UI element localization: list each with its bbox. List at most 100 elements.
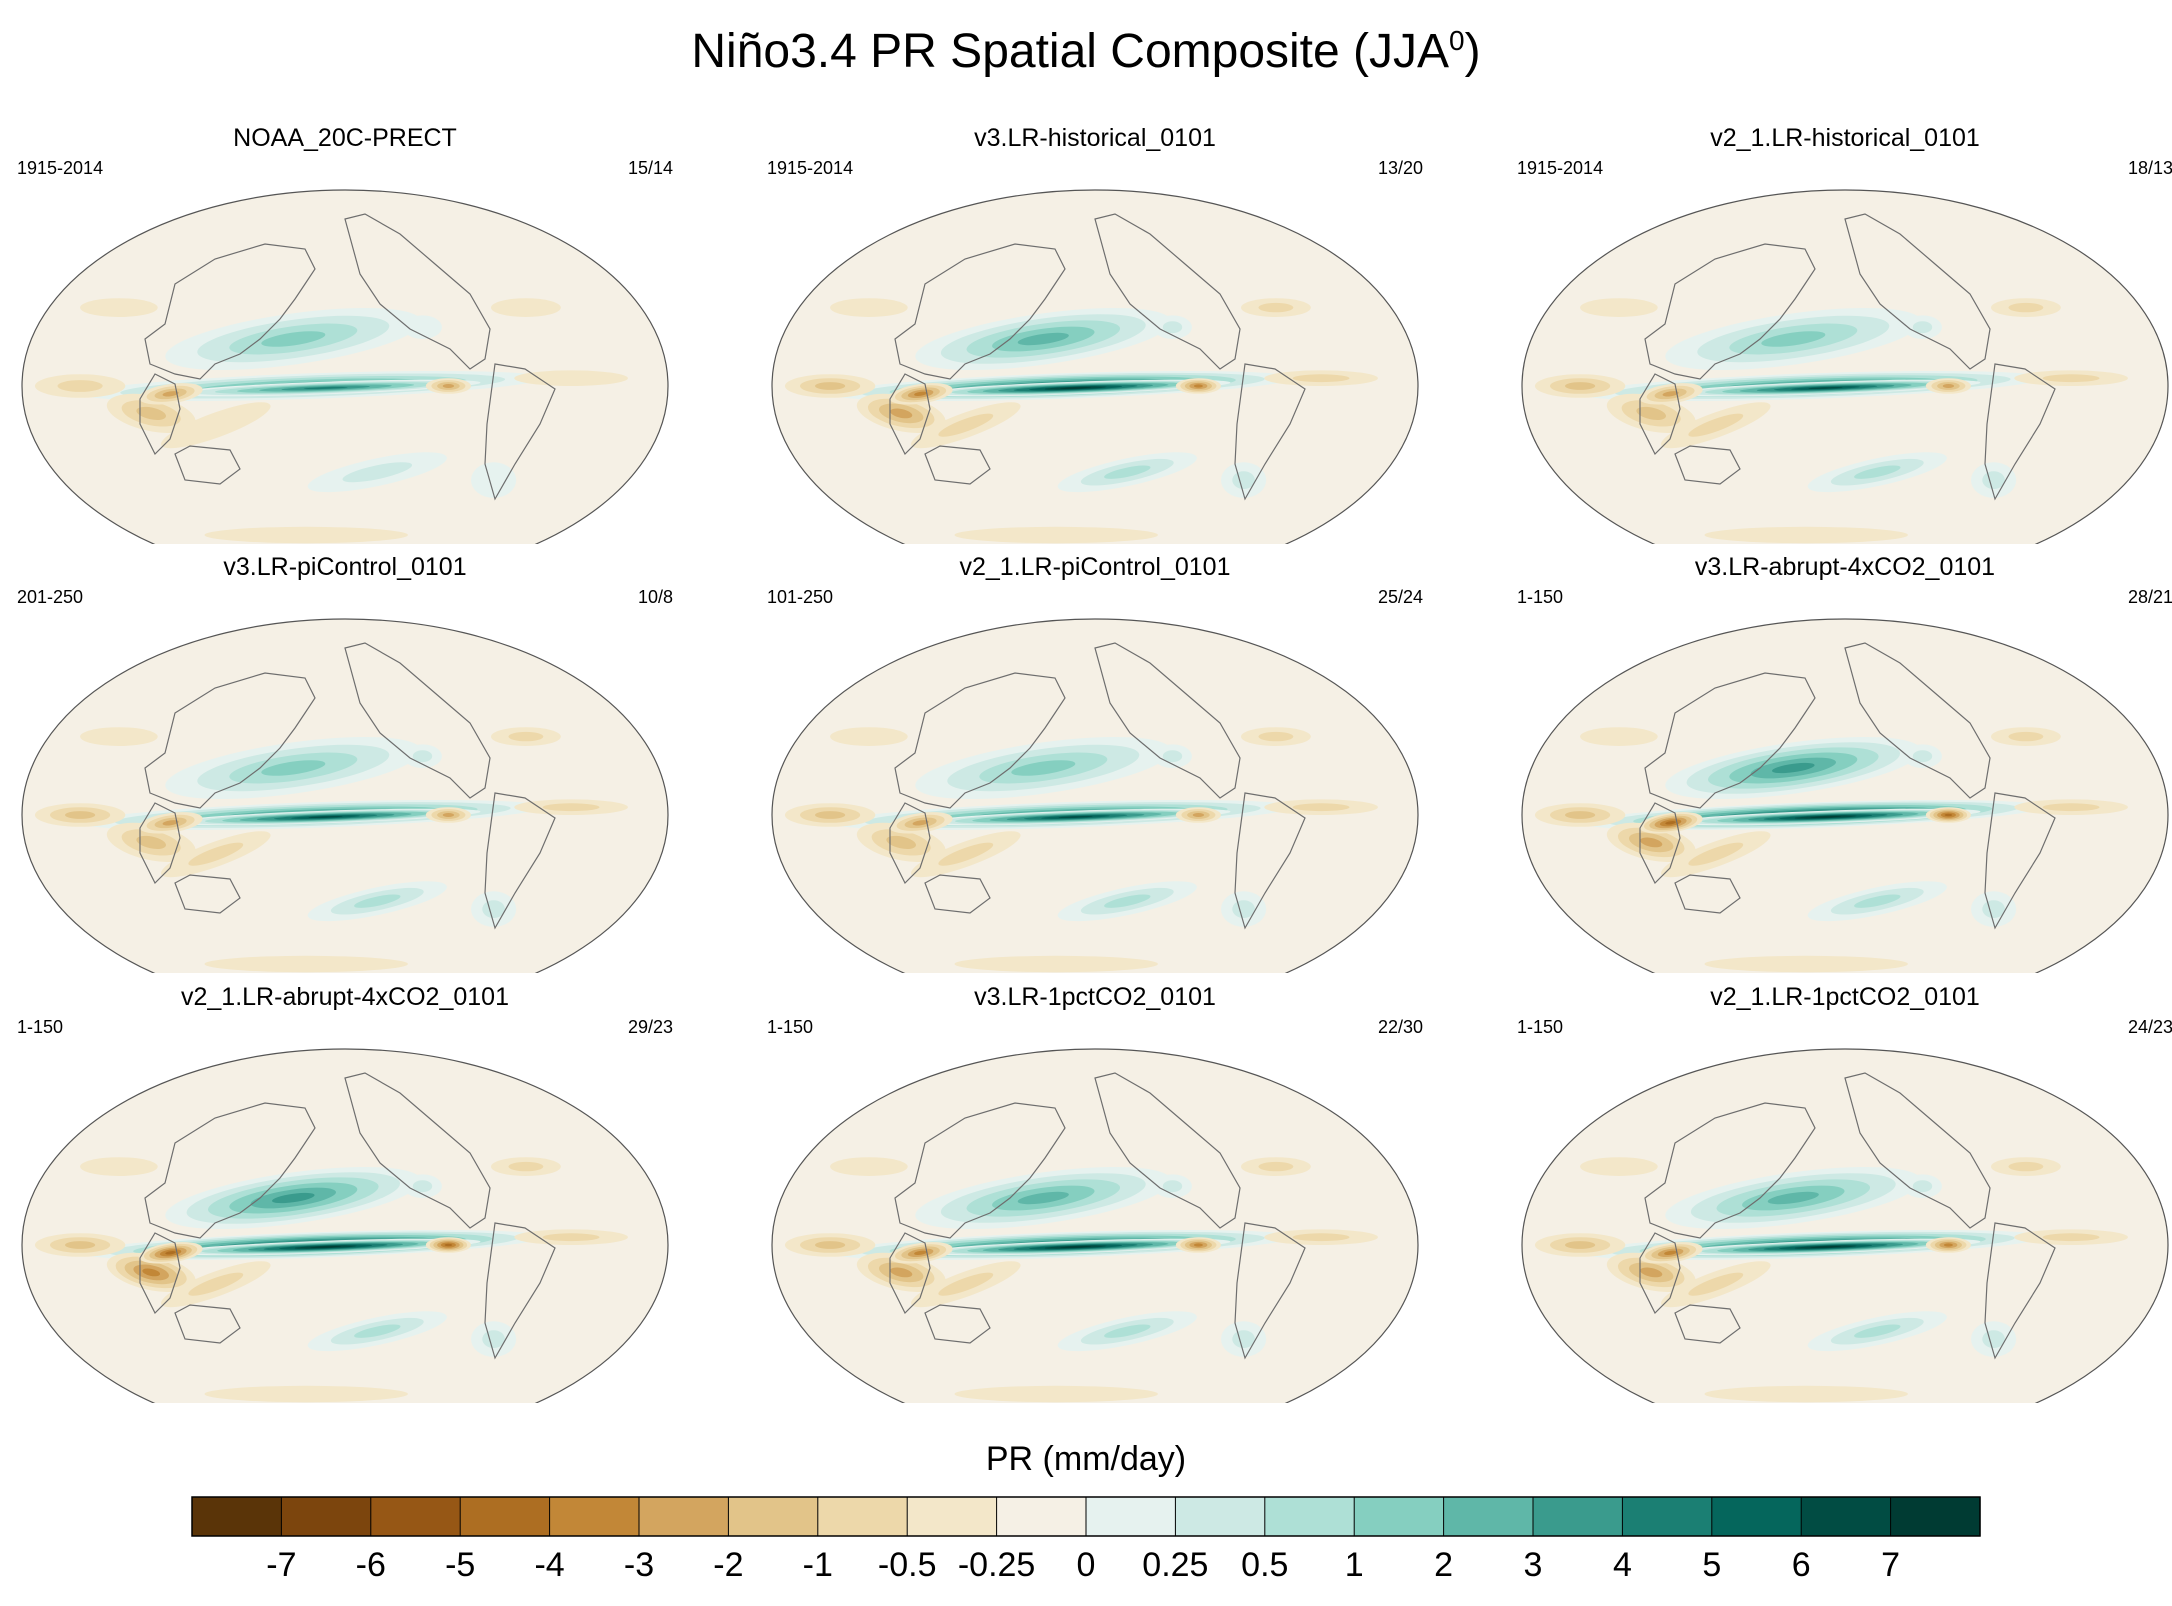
anomaly-contour (303, 386, 348, 390)
map-panel: v3.LR-abrupt-4xCO2_0101 1-150 28/21 (1515, 553, 2172, 973)
coastline (924, 1304, 991, 1344)
colorbar-tick-label: 4 (1613, 1546, 1632, 1584)
coastline (1639, 1232, 1681, 1315)
colorbar-box (1354, 1497, 1445, 1536)
anomaly-contour (310, 1246, 342, 1248)
coastline (889, 1232, 931, 1315)
anomaly-contour (912, 820, 929, 826)
map-plot (771, 189, 1419, 544)
colorbar-box (1801, 1497, 1892, 1536)
coastline (344, 642, 491, 799)
anomaly-contour (204, 526, 408, 544)
anomaly-contour (272, 1192, 315, 1204)
colorbar-tick-label: 2 (1434, 1546, 1453, 1584)
panel-title: v3.LR-piControl_0101 (223, 553, 467, 581)
colorbar-tick-label: -3 (624, 1546, 654, 1584)
panel-event-counts: 29/23 (627, 1017, 673, 1037)
coastline (1644, 1102, 1816, 1239)
anomaly-contour (542, 803, 600, 812)
anomaly-contour (1292, 1233, 1350, 1242)
anomaly-contour (1565, 1241, 1596, 1249)
anomaly-contour (830, 1157, 908, 1176)
map-border (21, 618, 669, 973)
anomaly-contour (1761, 331, 1826, 347)
anomaly-contour (403, 315, 442, 339)
colorbar-tick-label: -6 (356, 1546, 386, 1584)
panel-years: 1915-2014 (767, 158, 854, 178)
panel-event-counts: 15/14 (627, 158, 673, 178)
coastline (484, 792, 556, 930)
anomaly-contour (886, 835, 917, 849)
anomaly-contour (442, 813, 455, 817)
map-panel: v2_1.LR-1pctCO2_0101 1-150 24/23 (1515, 983, 2172, 1403)
anomaly-contour (136, 406, 167, 420)
colorbar-tick-label: 0.5 (1241, 1546, 1288, 1584)
anomaly-contour (1704, 526, 1908, 544)
coastline (1094, 213, 1241, 370)
colorbar-box (1711, 1497, 1802, 1536)
coastline (144, 1102, 316, 1239)
coastline (139, 802, 181, 885)
anomaly-contour (188, 1272, 244, 1296)
anomaly-contour (1912, 321, 1933, 334)
anomaly-contour (161, 402, 271, 449)
map-panel: v2_1.LR-piControl_0101 101-250 25/24 (765, 553, 1425, 973)
anomaly-field (784, 1072, 1378, 1403)
anomaly-field (784, 642, 1378, 973)
colorbar-box (728, 1497, 819, 1536)
anomaly-field (1534, 1072, 2128, 1403)
anomaly-contour (442, 384, 455, 388)
anomaly-contour (954, 1385, 1158, 1403)
colorbar-box (370, 1497, 461, 1536)
colorbar-tick-label: 5 (1702, 1546, 1721, 1584)
anomaly-field (784, 213, 1378, 544)
panel-years: 1915-2014 (1517, 158, 1604, 178)
anomaly-contour (815, 811, 846, 819)
anomaly-contour (1942, 384, 1955, 388)
anomaly-contour (491, 298, 561, 317)
panel-event-counts: 10/8 (637, 587, 673, 607)
anomaly-contour (890, 408, 913, 419)
anomaly-contour (412, 750, 433, 763)
anomaly-contour (1982, 900, 2005, 918)
anomaly-contour (1982, 1330, 2005, 1348)
coastline (144, 243, 316, 380)
anomaly-contour (1104, 1324, 1151, 1338)
anomaly-contour (1704, 955, 1908, 973)
colorbar-box (1175, 1497, 1266, 1536)
colorbar-tick-label: -5 (445, 1546, 475, 1584)
anomaly-contour (1058, 816, 1093, 818)
map-border (1521, 189, 2169, 544)
anomaly-contour (1580, 727, 1658, 746)
anomaly-contour (890, 1267, 913, 1278)
anomaly-contour (2042, 803, 2100, 812)
map-plot (771, 618, 1419, 973)
anomaly-field (1534, 642, 2128, 973)
panel-years: 1-150 (767, 1017, 814, 1037)
anomaly-contour (1258, 1161, 1294, 1172)
anomaly-contour (1704, 1385, 1908, 1403)
coastline (894, 672, 1066, 809)
coastline (1644, 672, 1816, 809)
coastline (144, 672, 316, 809)
map-plot (1521, 189, 2169, 544)
colorbar-box (639, 1497, 729, 1536)
anomaly-contour (2008, 731, 2044, 742)
anomaly-contour (508, 1161, 544, 1172)
anomaly-contour (1060, 1246, 1092, 1248)
anomaly-contour (165, 1251, 176, 1255)
anomaly-contour (1565, 811, 1596, 819)
anomaly-contour (1688, 413, 1744, 437)
anomaly-contour (2008, 302, 2044, 313)
panel-event-counts: 13/20 (1377, 158, 1423, 178)
anomaly-contour (1854, 1324, 1901, 1338)
panel-years: 1-150 (17, 1017, 64, 1037)
colorbar-tick-label: -0.25 (958, 1546, 1036, 1584)
panel-title: v3.LR-1pctCO2_0101 (974, 983, 1216, 1011)
map-panel: v3.LR-1pctCO2_0101 1-150 22/30 (765, 983, 1425, 1403)
colorbar-box (281, 1497, 372, 1536)
anomaly-contour (1104, 894, 1151, 908)
anomaly-contour (1232, 471, 1255, 489)
panel-years: 101-250 (767, 587, 834, 607)
anomaly-contour (188, 842, 244, 866)
